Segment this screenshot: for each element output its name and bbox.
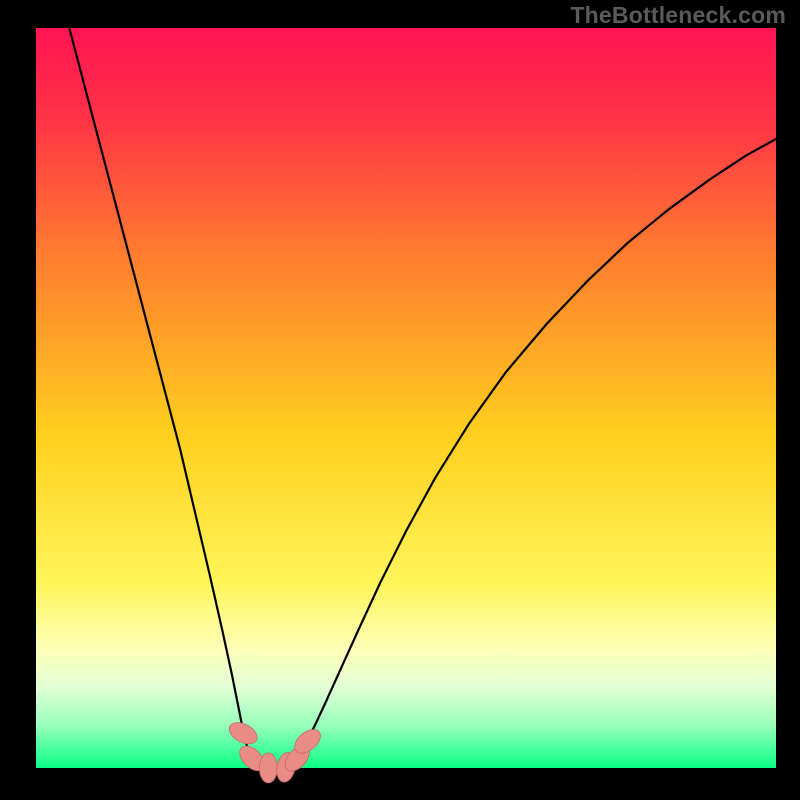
bottleneck-curve bbox=[69, 28, 776, 768]
curve-layer bbox=[36, 28, 776, 768]
plot-area bbox=[36, 28, 776, 768]
curve-marker bbox=[226, 718, 261, 748]
curve-marker bbox=[259, 753, 277, 783]
watermark-label: TheBottleneck.com bbox=[570, 2, 786, 29]
